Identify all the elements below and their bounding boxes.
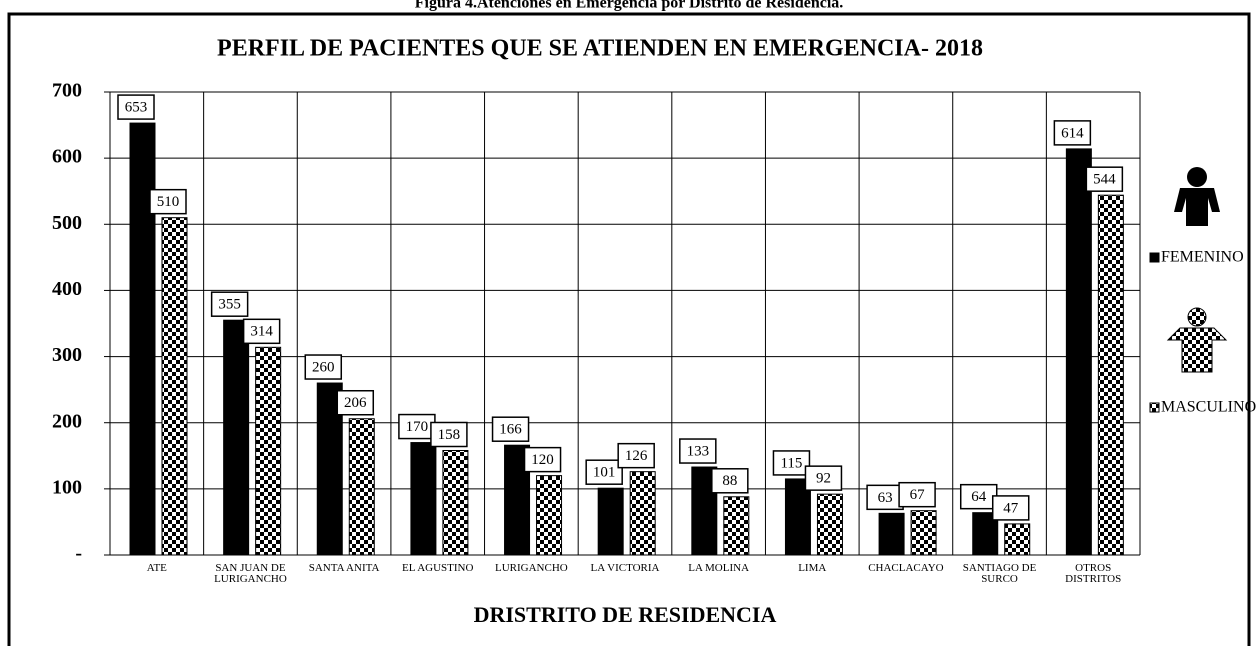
legend-label: MASCULINO (1161, 399, 1256, 416)
value-label-box (679, 438, 717, 464)
bar (816, 493, 843, 556)
value-label-box (585, 459, 623, 485)
value-label: 510 (157, 194, 180, 210)
value-label: 170 (406, 419, 429, 435)
value-label-box (242, 318, 281, 345)
value-label-box (617, 442, 655, 469)
x-tick-label: SAN JUAN DE LURIGANCHO (214, 562, 287, 585)
y-tick-label: 100 (52, 476, 82, 498)
caption: Figura 4.Atenciones en Emergencia por Di… (415, 0, 844, 12)
bar (1065, 148, 1092, 556)
value-label-box (117, 94, 155, 120)
value-label: 260 (312, 359, 335, 375)
value-label: 88 (722, 473, 737, 489)
bar (597, 487, 624, 556)
value-label-box (804, 465, 843, 491)
bar (536, 475, 563, 556)
y-tick-label: 700 (52, 80, 82, 102)
value-label: 47 (1003, 500, 1019, 516)
y-tick-label: 400 (52, 278, 82, 300)
x-tick-label: LURIGANCHO (494, 562, 568, 574)
value-label-box (959, 483, 998, 510)
value-label-box (430, 421, 468, 448)
value-label: 355 (218, 297, 241, 313)
bar (129, 122, 156, 556)
bar (223, 319, 250, 556)
value-label: 158 (438, 427, 461, 443)
legend-swatch (1149, 402, 1160, 413)
bar (255, 346, 282, 556)
value-label: 206 (344, 395, 367, 411)
value-label: 120 (531, 452, 554, 468)
y-tick-label: 500 (52, 212, 82, 234)
bar (1004, 523, 1031, 556)
bar (910, 510, 937, 556)
value-label: 166 (499, 422, 522, 438)
bar (442, 449, 469, 556)
bar (161, 217, 188, 556)
frame (7, 12, 1251, 646)
value-label-box (336, 389, 375, 416)
y-tick-label: 600 (52, 146, 82, 168)
value-label-box (523, 446, 562, 473)
value-label-box (898, 481, 936, 508)
value-label: 126 (625, 448, 648, 464)
value-label: 653 (125, 100, 148, 116)
x-tick-label: EL AGUSTINO (402, 562, 474, 574)
value-label: 614 (1061, 125, 1084, 141)
value-label-box (711, 468, 749, 494)
legend-swatch (1149, 252, 1160, 263)
x-tick-label: CHACLACAYO (868, 562, 944, 574)
x-tick-label: LA VICTORIA (590, 562, 660, 574)
value-label-box (1053, 120, 1092, 146)
value-label: 101 (593, 465, 616, 481)
legend-label: FEMENINO (1161, 249, 1244, 266)
value-label-box (210, 291, 249, 317)
x-tick-label: LIMA (798, 562, 827, 574)
x-tick-label: SANTA ANITA (308, 562, 380, 574)
y-tick-label: - (75, 543, 82, 565)
bar (629, 471, 656, 556)
x-tick-label: ATE (146, 562, 167, 574)
bar (878, 512, 905, 556)
value-label: 115 (780, 455, 802, 471)
bar (723, 496, 750, 556)
value-label-box (491, 416, 530, 442)
value-label: 544 (1093, 172, 1116, 188)
value-label-box (1085, 166, 1124, 192)
value-label: 133 (687, 443, 710, 459)
value-label: 314 (250, 324, 273, 340)
value-label: 67 (910, 487, 926, 503)
value-label: 63 (878, 490, 893, 506)
x-tick-label: LA MOLINA (688, 562, 750, 574)
value-label-box (866, 484, 904, 511)
value-label-box (991, 495, 1030, 521)
value-label: 64 (971, 489, 987, 505)
value-label-box (772, 450, 811, 476)
female-icon (1174, 167, 1220, 226)
male-icon (1166, 307, 1228, 373)
value-label-box (304, 354, 343, 380)
bar (784, 478, 811, 556)
bar (1097, 194, 1124, 556)
chart-title: PERFIL DE PACIENTES QUE SE ATIENDEN EN E… (217, 36, 983, 62)
y-tick-label: 200 (52, 410, 82, 432)
value-label-box (149, 188, 187, 215)
bar (410, 442, 437, 556)
value-label: 92 (816, 471, 831, 487)
x-axis-label: DRISTRITO DE RESIDENCIA (474, 602, 777, 627)
x-tick-label: SANTIAGO DE SURCO (962, 562, 1037, 585)
y-tick-label: 300 (52, 344, 82, 366)
x-tick-label: OTROS DISTRITOS (1065, 562, 1122, 585)
bar (348, 418, 375, 556)
